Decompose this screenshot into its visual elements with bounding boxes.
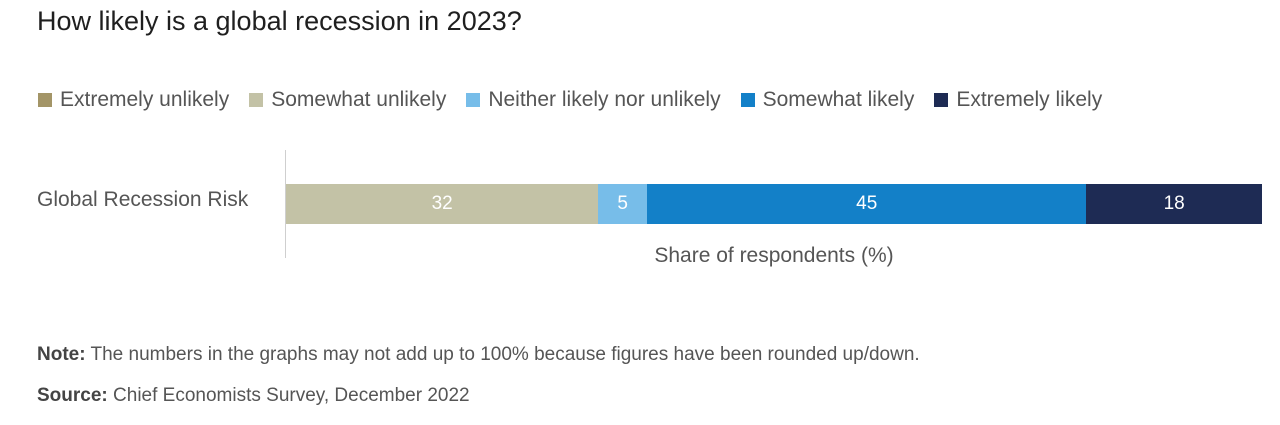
y-axis-line xyxy=(285,150,286,258)
chart-legend: Extremely unlikely Somewhat unlikely Neith… xyxy=(38,88,1122,112)
footnote: Note: The numbers in the graphs may not … xyxy=(37,344,920,366)
legend-label: Somewhat unlikely xyxy=(271,88,447,111)
bar-segment: 5 xyxy=(598,184,648,224)
legend-label: Somewhat likely xyxy=(762,88,915,111)
legend-item: Somewhat likely xyxy=(740,88,915,112)
chart-title: How likely is a global recession in 2023… xyxy=(37,6,522,36)
source-label: Source: xyxy=(37,385,108,406)
legend-item: Neither likely nor unlikely xyxy=(466,88,721,112)
legend-label: Extremely unlikely xyxy=(60,88,230,111)
legend-swatch xyxy=(249,93,264,107)
category-label: Global Recession Risk xyxy=(37,188,249,211)
source-line: Source: Chief Economists Survey, Decembe… xyxy=(37,385,470,407)
legend-item: Extremely unlikely xyxy=(38,88,229,112)
data-label: 5 xyxy=(617,193,628,214)
stacked-bar: 32 5 45 18 xyxy=(286,184,1262,224)
source-text: Chief Economists Survey, December 2022 xyxy=(107,385,470,406)
legend-swatch xyxy=(466,93,481,107)
data-label: 45 xyxy=(856,193,878,214)
legend-label: Neither likely nor unlikely xyxy=(488,88,721,111)
legend-item: Extremely likely xyxy=(934,88,1102,112)
bar-segment: 18 xyxy=(1086,184,1262,224)
note-text: The numbers in the graphs may not add up… xyxy=(85,344,920,365)
legend-label: Extremely likely xyxy=(956,88,1103,111)
note-label: Note: xyxy=(37,344,86,365)
data-label: 32 xyxy=(431,193,453,214)
legend-swatch xyxy=(38,93,52,107)
legend-item: Somewhat unlikely xyxy=(249,88,446,112)
bar-segment: 32 xyxy=(286,184,599,224)
bar-segment: 45 xyxy=(647,184,1087,224)
legend-swatch xyxy=(934,93,949,107)
x-axis-label: Share of respondents (%) xyxy=(654,244,894,267)
legend-swatch xyxy=(740,93,755,107)
data-label: 18 xyxy=(1163,193,1185,214)
